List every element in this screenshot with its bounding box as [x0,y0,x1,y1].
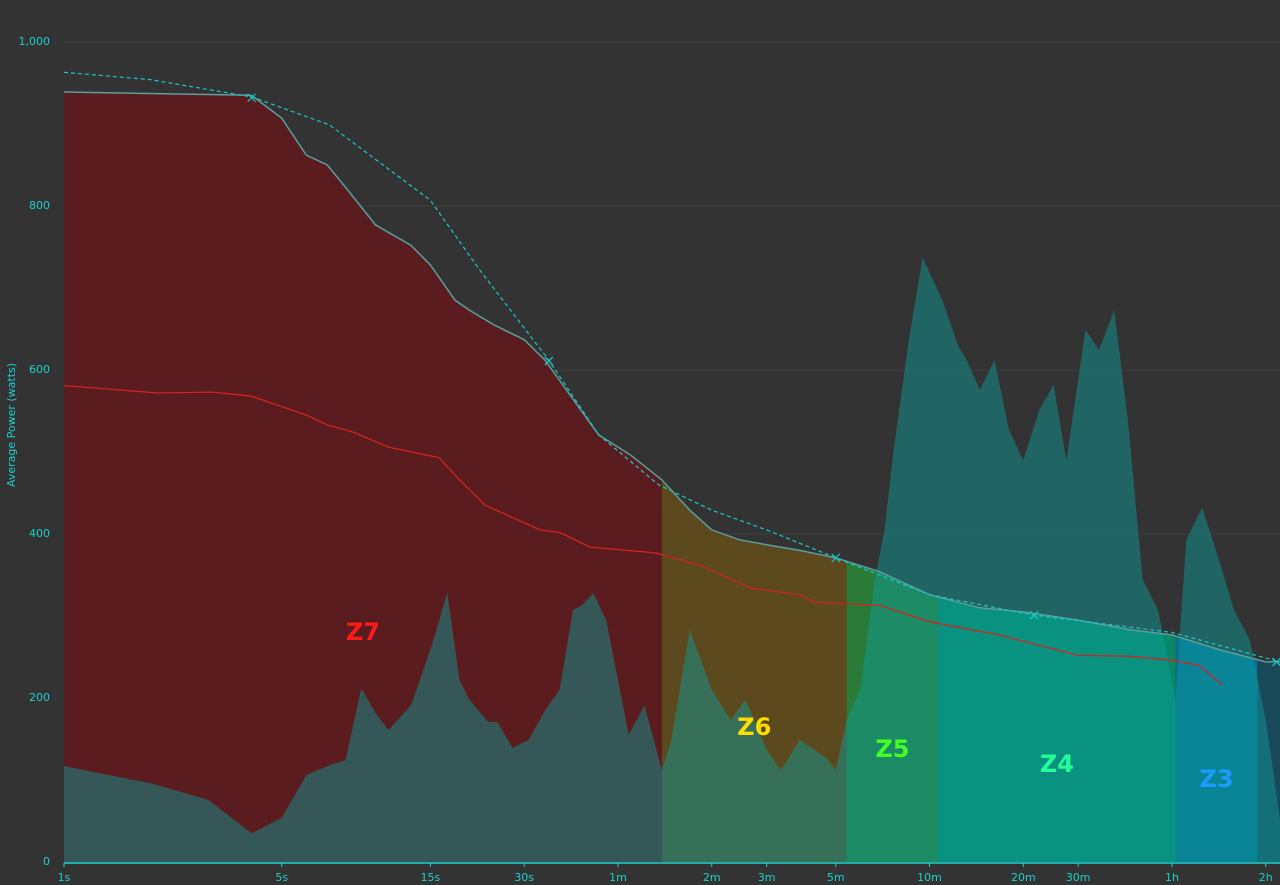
marker [831,553,841,563]
zone-label: Z5 [875,735,909,763]
x-tick-label: 30s [514,871,534,884]
zone-label: Z3 [1199,765,1233,793]
marker [1272,657,1280,667]
y-tick-label: 400 [29,527,50,540]
comparison-curve [63,384,1223,686]
x-tick-label: 15s [421,871,441,884]
marker [544,356,554,366]
x-tick-label: 1s [58,871,71,884]
zone-area [1175,636,1258,862]
y-axis-label: Average Power (watts) [5,363,18,487]
x-tick-label: 1h [1165,871,1179,884]
zone-area [64,92,662,862]
zone-label: Z7 [346,618,380,646]
distribution-area [64,257,1280,862]
zone-label: Z4 [1040,750,1074,778]
marker [247,93,256,103]
y-tick-label: 200 [29,691,50,704]
x-tick-label: 20m [1011,871,1036,884]
marker [1029,610,1039,620]
y-tick-label: 1,000 [19,35,51,48]
y-tick-label: 800 [29,199,50,212]
zone-area [661,479,847,862]
x-tick-label: 3m [758,871,776,884]
x-tick-label: 10m [917,871,942,884]
zone-area [1257,659,1280,862]
x-tick-label: 5m [827,871,845,884]
x-tick-label: 2m [703,871,721,884]
y-tick-label: 600 [29,363,50,376]
x-tick-label: 30m [1066,871,1091,884]
x-tick-label: 5s [275,871,288,884]
power-curve [63,91,1280,663]
x-tick-label: 2h [1259,871,1273,884]
zone-area [846,561,939,862]
zone-area [938,597,1176,862]
x-tick-label: 1m [609,871,627,884]
y-tick-label: 0 [43,855,50,868]
zone-label: Z6 [737,713,771,741]
